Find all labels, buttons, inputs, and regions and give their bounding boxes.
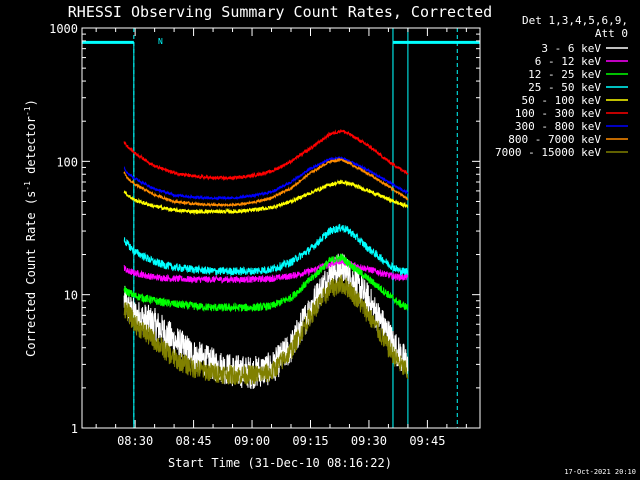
legend-entry-label: 100 - 300 keV <box>515 107 601 120</box>
y-tick-label: 1000 <box>49 22 78 36</box>
x-tick-label: 09:15 <box>292 434 328 448</box>
legend-entry-label: 25 - 50 keV <box>528 81 601 94</box>
plot-frame <box>81 27 481 429</box>
series-line <box>123 274 409 385</box>
legend-entry-label: 7000 - 15000 keV <box>495 146 601 159</box>
legend-entry-label: 3 - 6 keV <box>541 42 601 55</box>
chart-title: RHESSI Observing Summary Count Rates, Co… <box>68 3 492 21</box>
x-tick-label: 09:00 <box>234 434 270 448</box>
x-axis-label: Start Time (31-Dec-10 08:16:22) <box>168 456 392 470</box>
series-line <box>123 129 409 182</box>
legend-header-line-1: Det 1,3,4,5,6,9, <box>522 14 628 27</box>
y-tick-label: 1 <box>71 422 78 436</box>
legend-entry-label: 6 - 12 keV <box>535 55 602 68</box>
legend-entry-label: 800 - 7000 keV <box>508 133 601 146</box>
series-line <box>123 223 409 277</box>
x-tick-label: 09:30 <box>351 434 387 448</box>
y-axis-label: Corrected Count Rate (s-1 detector-1) <box>23 99 38 357</box>
series-line <box>123 253 409 390</box>
legend-entry-label: 300 - 800 keV <box>515 120 601 133</box>
x-tick-label: 09:45 <box>409 434 445 448</box>
y-tick-label: 10 <box>64 289 78 303</box>
x-tick-label: 08:45 <box>176 434 212 448</box>
x-tick-label: 08:30 <box>117 434 153 448</box>
timestamp: 17-Oct-2021 20:10 <box>564 468 636 476</box>
legend-entry-label: 50 - 100 keV <box>522 94 602 107</box>
y-tick-label: 100 <box>56 155 78 169</box>
night-marker-label: N <box>158 37 163 46</box>
series-line <box>123 253 409 313</box>
series-line <box>123 179 409 216</box>
series-line <box>123 157 409 208</box>
legend-header-line-2: Att 0 <box>595 27 628 40</box>
legend-entry-label: 12 - 25 keV <box>528 68 601 81</box>
series-line <box>123 155 409 201</box>
